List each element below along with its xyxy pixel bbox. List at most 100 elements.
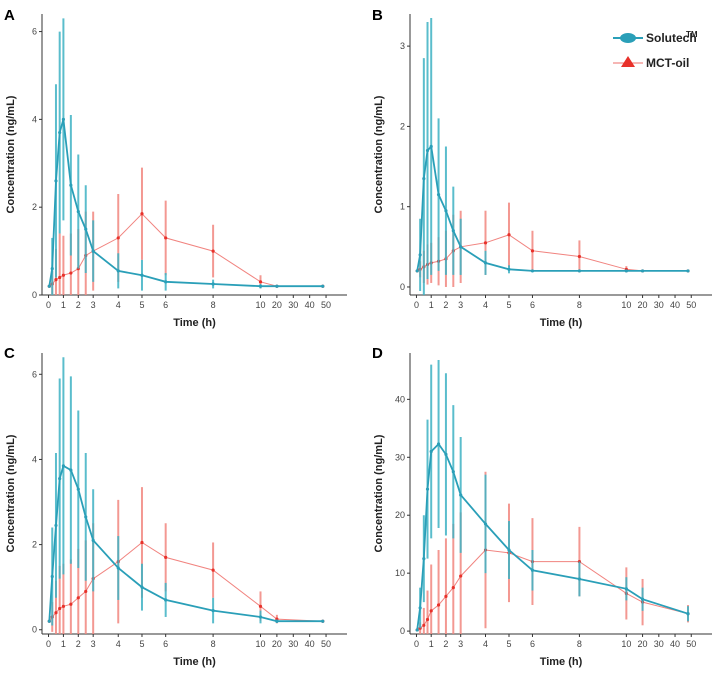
- x-tick-label: 4: [483, 300, 488, 310]
- mct-oil-point: [61, 273, 66, 277]
- x-tick-label: 3: [91, 300, 96, 310]
- solutech-point: [686, 269, 690, 273]
- solutech-point: [530, 269, 535, 273]
- x-tick-label: 6: [530, 300, 535, 310]
- legend-solutech-marker: [620, 33, 636, 43]
- solutech-point: [91, 538, 95, 542]
- x-tick-label: 4: [116, 639, 121, 649]
- x-tick-label: 1: [61, 639, 66, 649]
- x-tick-label: 30: [654, 639, 664, 649]
- solutech-point: [418, 253, 422, 257]
- solutech-point: [577, 577, 582, 581]
- y-axis-title: Concentration (ng/mL): [373, 434, 385, 552]
- solutech-point: [624, 269, 628, 273]
- mct-oil-point: [483, 241, 488, 245]
- legend-solutech-label: Solutech: [646, 31, 697, 45]
- mct-oil-point: [140, 212, 144, 216]
- solutech-point: [164, 598, 168, 602]
- solutech-point: [415, 628, 419, 632]
- y-tick-label: 4: [32, 114, 37, 124]
- x-tick-label: 30: [288, 300, 298, 310]
- x-tick-label: 2: [443, 639, 448, 649]
- x-tick-label: 20: [272, 300, 282, 310]
- y-tick-label: 10: [395, 568, 405, 578]
- solutech-point: [686, 612, 690, 616]
- solutech-point: [140, 585, 144, 589]
- x-tick-label: 50: [321, 300, 331, 310]
- mct-oil-point: [140, 540, 144, 545]
- mct-oil-point: [84, 589, 88, 594]
- solutech-point: [164, 280, 168, 284]
- solutech-line: [48, 464, 323, 623]
- mct-oil-point: [429, 609, 433, 613]
- solutech-point: [47, 619, 51, 623]
- x-tick-label: 8: [577, 300, 582, 310]
- solutech-point: [116, 269, 120, 273]
- solutech-point: [140, 273, 144, 277]
- solutech-point: [47, 284, 51, 288]
- solutech-point: [640, 269, 645, 273]
- y-tick-label: 20: [395, 510, 405, 520]
- solutech-point: [211, 282, 215, 286]
- mct-oil-point: [425, 617, 430, 622]
- x-tick-label: 6: [530, 639, 535, 649]
- mct-oil-point: [61, 604, 66, 608]
- solutech-point: [275, 619, 279, 623]
- legend-solutech-superscript: TM: [686, 30, 698, 39]
- x-tick-label: 5: [139, 300, 144, 310]
- solutech-point: [415, 269, 419, 273]
- mct-oil-point: [507, 233, 511, 237]
- y-tick-label: 2: [400, 121, 405, 131]
- y-tick-label: 40: [395, 394, 405, 404]
- solutech-point: [418, 606, 422, 610]
- solutech-point: [50, 267, 54, 271]
- mct-oil-line: [48, 213, 323, 287]
- mct-oil-point: [577, 254, 582, 259]
- mct-oil-point: [451, 586, 455, 590]
- mct-oil-point: [436, 603, 441, 607]
- legend-mct-marker: [621, 56, 635, 67]
- solutech-point: [425, 487, 430, 491]
- solutech-point: [483, 261, 488, 265]
- solutech-point: [116, 566, 120, 570]
- x-tick-label: 5: [139, 639, 144, 649]
- solutech-point: [444, 452, 448, 456]
- mct-oil-point: [164, 555, 168, 559]
- x-tick-label: 10: [255, 639, 265, 649]
- mct-oil-point: [69, 271, 73, 275]
- x-tick-label: 50: [321, 639, 331, 649]
- y-tick-label: 0: [32, 625, 37, 635]
- solutech-point: [451, 229, 455, 233]
- mct-oil-point: [76, 596, 80, 600]
- x-tick-label: 1: [429, 300, 434, 310]
- y-tick-label: 6: [32, 27, 37, 37]
- x-tick-label: 50: [686, 639, 696, 649]
- mct-oil-point: [258, 604, 263, 608]
- solutech-point: [429, 449, 433, 454]
- x-tick-label: 4: [483, 639, 488, 649]
- solutech-point: [422, 557, 426, 561]
- solutech-point: [61, 117, 66, 121]
- mct-oil-point: [211, 249, 215, 253]
- mct-oil-point: [58, 275, 62, 280]
- solutech-line: [48, 119, 323, 288]
- legend-mct-label: MCT-oil: [646, 56, 689, 70]
- x-tick-label: 6: [163, 300, 168, 310]
- y-tick-label: 6: [32, 369, 37, 379]
- solutech-point: [258, 284, 263, 288]
- solutech-point: [84, 515, 88, 519]
- x-tick-label: 5: [506, 300, 511, 310]
- x-tick-label: 0: [414, 639, 419, 649]
- mct-oil-point: [54, 278, 58, 282]
- solutech-point: [451, 470, 455, 474]
- x-tick-label: 20: [638, 300, 648, 310]
- x-tick-label: 3: [91, 639, 96, 649]
- panel-letter-b: B: [372, 7, 383, 24]
- x-axis-title: Time (h): [540, 317, 583, 329]
- solutech-point: [436, 442, 441, 446]
- solutech-point: [211, 608, 215, 613]
- x-tick-label: 30: [654, 300, 664, 310]
